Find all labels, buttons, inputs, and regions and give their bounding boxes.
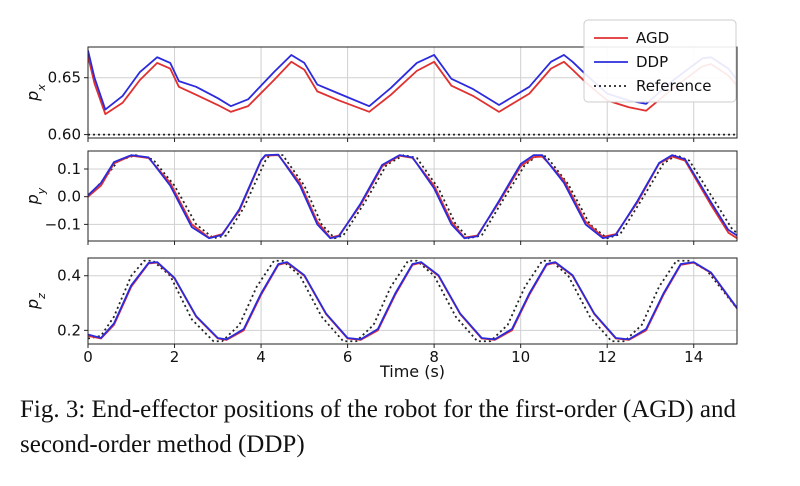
y-axis-label: py [23,187,48,205]
legend-label-agd: AGD [636,29,669,47]
y-axis-label: px [23,84,48,102]
legend-label-ddp: DDP [636,53,668,71]
y-tick-label: 0.1 [57,160,81,178]
x-tick-label: 10 [511,348,530,366]
x-tick-label: 0 [83,348,93,366]
x-tick-label: 8 [429,348,439,366]
panel-pz: 0.4 0.2 pz [23,257,738,348]
y-tick-label: 0.65 [48,69,81,87]
series-line-agd-pz [88,261,737,341]
series-line-agd-px [88,55,737,116]
plot-frame [87,257,738,345]
series-line-ddp-pz [88,261,737,341]
y-tick-label: 0.4 [57,267,81,285]
x-tick-label: 12 [598,348,617,366]
x-axis-label: Time (s) [379,362,445,381]
x-tick-label: 4 [256,348,266,366]
x-tick-label: 2 [170,348,180,366]
legend-box [583,19,737,103]
y-tick-label: 0.60 [48,126,81,144]
y-axis-label: pz [23,293,48,310]
plot-frame [87,150,738,242]
figure-caption: Fig. 3: End-effector positions of the ro… [20,396,737,458]
y-tick-label: 0.0 [57,188,81,206]
x-tick-label: 14 [684,348,703,366]
legend-label-reference: Reference [636,77,712,95]
y-tick-label: −0.1 [45,215,81,233]
series-line-ddp-py [88,153,737,240]
plot-frame [87,46,738,139]
y-tick-label: 0.2 [57,321,81,339]
series-line-reference-pz [88,259,737,343]
x-tick-label: 6 [343,348,353,366]
legend: AGD DDP Reference [583,19,737,103]
panel-py: 0.1 0.0 −0.1 py [23,150,738,245]
